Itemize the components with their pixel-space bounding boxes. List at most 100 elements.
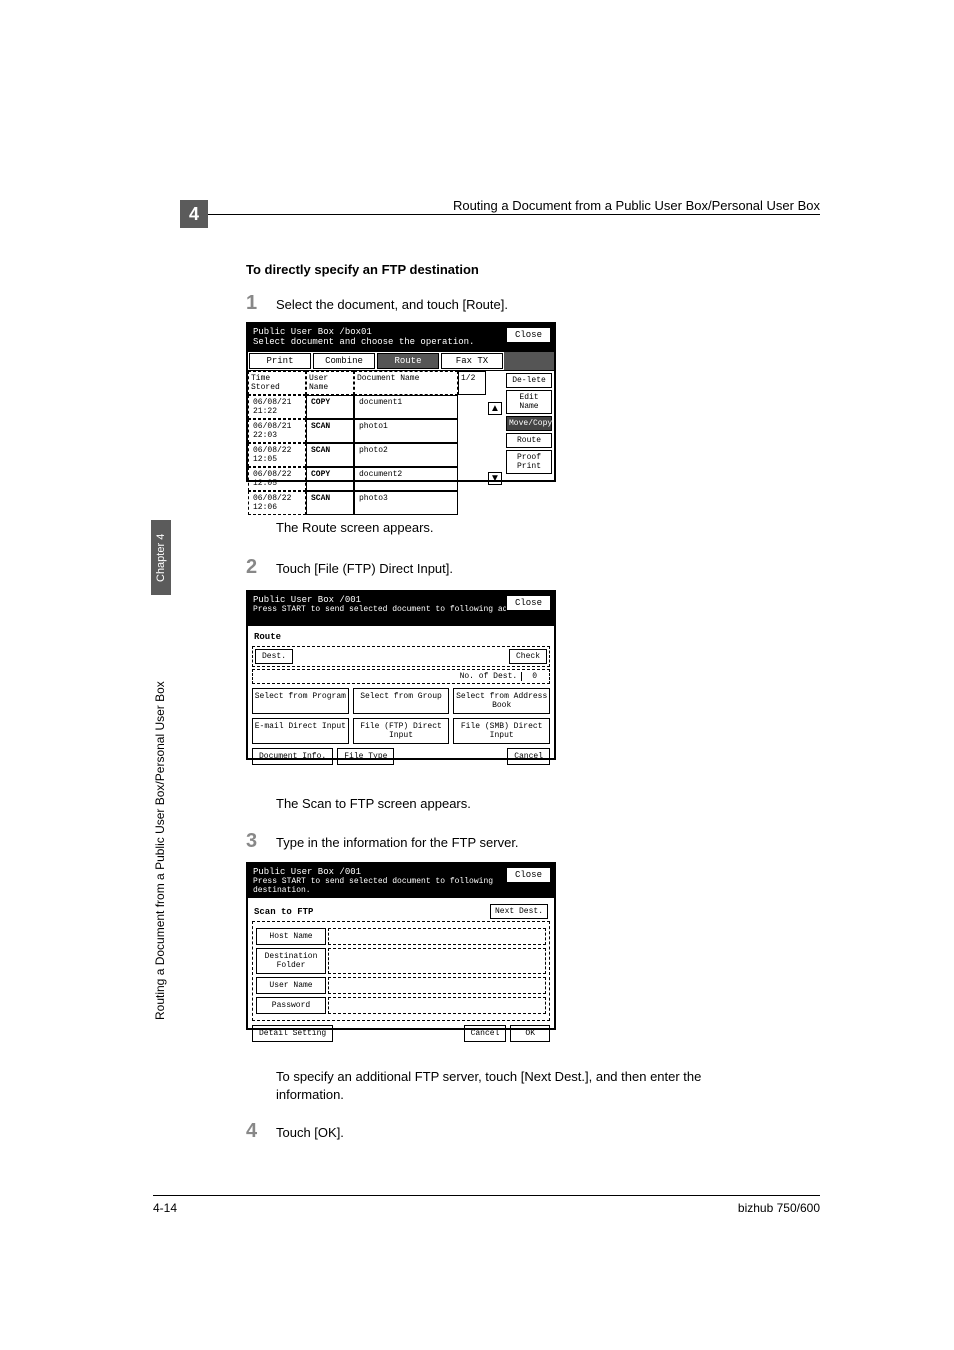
bottom-row: Document Info. File Type Cancel (252, 748, 550, 765)
table-row[interactable]: 06/08/22 12:06 SCAN photo3 (248, 491, 486, 515)
host-name-input[interactable] (328, 928, 546, 945)
th-doc: Document Name (354, 371, 458, 395)
step-num: 4 (246, 1120, 276, 1143)
cell-user: COPY (306, 467, 354, 491)
select-program-button[interactable]: Select from Program (252, 688, 349, 714)
dest-row: Dest. Check (252, 646, 550, 667)
side-buttons: De-lete Edit Name Move/Copy Route Proof … (504, 371, 554, 515)
dest-count-row: No. of Dest. 0 (252, 669, 550, 684)
edit-name-button[interactable]: Edit Name (506, 390, 552, 414)
footer-product: bizhub 750/600 (738, 1201, 820, 1215)
ftp-field-password: Password (256, 997, 546, 1014)
folder-input[interactable] (328, 948, 546, 974)
screen-header: Public User Box /box01 Select document a… (248, 324, 554, 352)
cell-doc: photo2 (354, 443, 458, 467)
cell-time: 06/08/22 12:05 (248, 443, 306, 467)
delete-button[interactable]: De-lete (506, 373, 552, 388)
tab-route[interactable]: Route (377, 353, 439, 369)
table-row[interactable]: 06/08/22 12:05 COPY document2 (248, 467, 486, 491)
th-user: User Name (306, 371, 354, 395)
tab-combine[interactable]: Combine (313, 353, 375, 369)
header-line1: Public User Box /001 (253, 595, 549, 605)
step-num: 3 (246, 830, 276, 853)
count-label: No. of Dest. (460, 672, 518, 681)
cell-user: SCAN (306, 443, 354, 467)
doc-info-button[interactable]: Document Info. (252, 748, 333, 765)
table-main: Time Stored User Name Document Name 1/2 … (248, 371, 486, 515)
screenshot-ftp: Public User Box /001 Press START to send… (246, 862, 556, 1030)
cell-user: COPY (306, 395, 354, 419)
footer: 4-14 bizhub 750/600 (153, 1195, 820, 1215)
step-1: 1 Select the document, and touch [Route]… (246, 292, 508, 315)
button-row-1: Select from Program Select from Group Se… (252, 688, 550, 714)
cell-doc: photo3 (354, 491, 458, 515)
table-area: Time Stored User Name Document Name 1/2 … (248, 371, 554, 515)
step-text: Touch [OK]. (276, 1120, 344, 1140)
arrow-down-icon[interactable]: ▼ (488, 472, 502, 485)
password-input[interactable] (328, 997, 546, 1014)
footer-page: 4-14 (153, 1201, 177, 1215)
tab-print[interactable]: Print (249, 353, 311, 369)
ftp-field-host: Host Name (256, 928, 546, 945)
check-button[interactable]: Check (509, 649, 547, 664)
user-name-input[interactable] (328, 977, 546, 994)
cell-user: SCAN (306, 491, 354, 515)
close-button[interactable]: Close (506, 327, 551, 343)
cancel-button[interactable]: Cancel (507, 748, 550, 765)
select-address-button[interactable]: Select from Address Book (453, 688, 550, 714)
folder-button[interactable]: Destination Folder (256, 948, 326, 974)
arrow-up-icon[interactable]: ▲ (488, 402, 502, 415)
move-copy-button[interactable]: Move/Copy (506, 416, 552, 431)
ftp-title-row: Scan to FTP Next Dest. (252, 902, 550, 921)
sidebar-title: Routing a Document from a Public User Bo… (153, 600, 167, 1020)
ok-button[interactable]: OK (510, 1025, 550, 1042)
next-dest-button[interactable]: Next Dest. (490, 904, 548, 919)
ftp-field-folder: Destination Folder (256, 948, 546, 974)
table-row[interactable]: 06/08/21 21:22 COPY document1 (248, 395, 486, 419)
body-text: To specify an additional FTP server, tou… (276, 1068, 716, 1104)
password-button[interactable]: Password (256, 997, 326, 1014)
header-line1: Public User Box /001 (253, 867, 549, 877)
sidebar-chapter-tab: Chapter 4 (151, 520, 171, 595)
step-text: Touch [File (FTP) Direct Input]. (276, 556, 453, 576)
cell-time: 06/08/22 12:06 (248, 491, 306, 515)
header-line2: Press START to send selected document to… (253, 605, 549, 614)
cell-doc: document2 (354, 467, 458, 491)
cell-doc: photo1 (354, 419, 458, 443)
ftp-field-user: User Name (256, 977, 546, 994)
ftp-direct-button[interactable]: File (FTP) Direct Input (353, 718, 450, 744)
route-label: Route (252, 630, 550, 644)
body-text: The Route screen appears. (276, 520, 434, 535)
step-4: 4 Touch [OK]. (246, 1120, 344, 1143)
th-time[interactable]: Time Stored (248, 371, 306, 395)
header-line1: Public User Box /box01 (253, 327, 549, 337)
step-text: Type in the information for the FTP serv… (276, 830, 519, 850)
table-row[interactable]: 06/08/22 12:05 SCAN photo2 (248, 443, 486, 467)
select-group-button[interactable]: Select from Group (353, 688, 450, 714)
ftp-title: Scan to FTP (254, 907, 313, 917)
tab-faxtx[interactable]: Fax TX (441, 353, 503, 369)
step-num: 1 (246, 292, 276, 315)
route-button[interactable]: Route (506, 433, 552, 448)
proof-print-button[interactable]: Proof Print (506, 450, 552, 474)
user-name-button[interactable]: User Name (256, 977, 326, 994)
smb-direct-button[interactable]: File (SMB) Direct Input (453, 718, 550, 744)
cell-time: 06/08/22 12:05 (248, 467, 306, 491)
screen-header: Public User Box /001 Press START to send… (248, 592, 554, 626)
file-type-button[interactable]: File Type (337, 748, 394, 765)
cell-user: SCAN (306, 419, 354, 443)
table-row[interactable]: 06/08/21 22:03 SCAN photo1 (248, 419, 486, 443)
screenshot-document-list: Public User Box /box01 Select document a… (246, 322, 556, 482)
close-button[interactable]: Close (506, 867, 551, 883)
section-title: To directly specify an FTP destination (246, 262, 479, 277)
email-direct-button[interactable]: E-mail Direct Input (252, 718, 349, 744)
host-name-button[interactable]: Host Name (256, 928, 326, 945)
step-3: 3 Type in the information for the FTP se… (246, 830, 519, 853)
close-button[interactable]: Close (506, 595, 551, 611)
cancel-button[interactable]: Cancel (464, 1025, 507, 1042)
scroll-arrows: ▲ ▼ (486, 371, 504, 515)
detail-setting-button[interactable]: Detail Setting (252, 1025, 333, 1042)
step-text: Select the document, and touch [Route]. (276, 292, 508, 312)
page-header-title: Routing a Document from a Public User Bo… (320, 198, 820, 213)
route-body: Route Dest. Check No. of Dest. 0 Select … (248, 626, 554, 769)
